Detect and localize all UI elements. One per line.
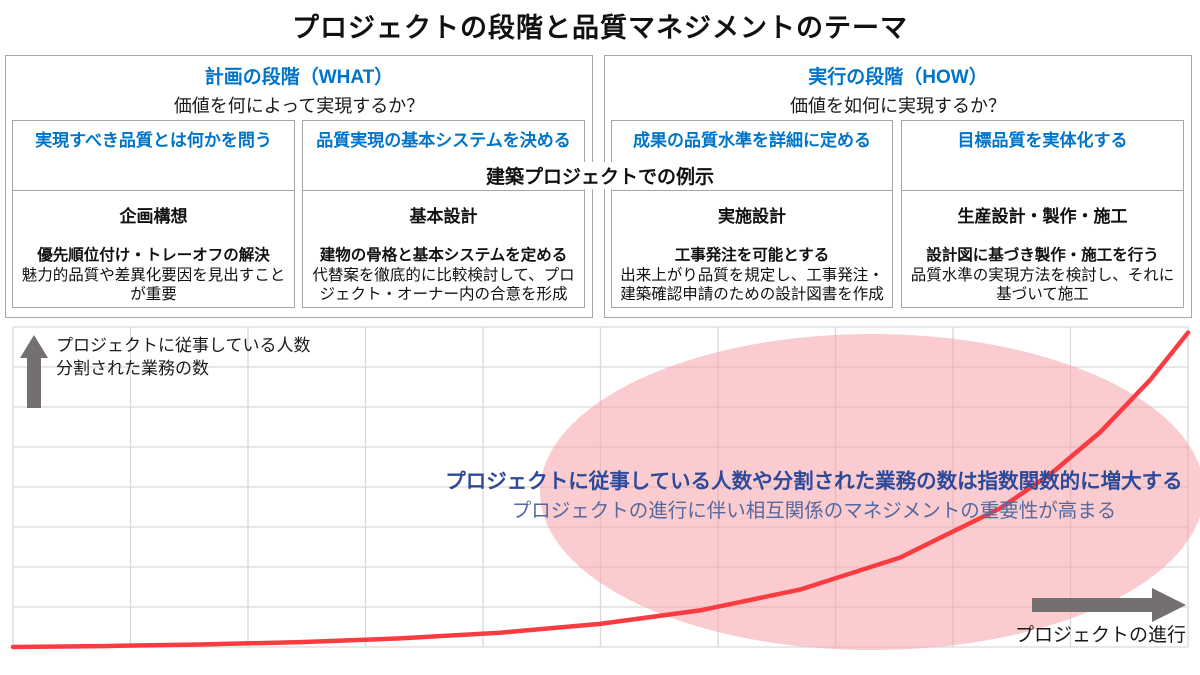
theme-3-title: 成果の品質水準を詳細に定める xyxy=(612,121,892,191)
example-label: 建築プロジェクトでの例示 xyxy=(475,162,725,189)
y-axis-label-line2: 分割された業務の数 xyxy=(56,359,209,378)
stage-box-plan: 計画の段階（WHAT） 価値を何によって実現するか？ xyxy=(5,55,593,318)
stage-execute-title: 実行の段階（HOW） xyxy=(808,67,988,88)
phase-point: 建物の骨格と基本システムを定める xyxy=(319,247,568,264)
stage-execute-question: 価値を如何に実現するか？ xyxy=(790,96,1006,116)
stage-plan-title: 計画の段階（WHAT） xyxy=(204,67,394,88)
theme-column-4: 目標品質を実体化する 生産設計・製作・施工 設計図に基づき製作・施工を行う 品質… xyxy=(901,120,1184,308)
phase-name: 実施設計 xyxy=(718,207,786,226)
emphasis-ellipse xyxy=(540,334,1200,650)
theme-4-body: 生産設計・製作・施工 設計図に基づき製作・施工を行う 品質水準の実現方法を検討し… xyxy=(902,191,1183,304)
phase-name: 生産設計・製作・施工 xyxy=(957,207,1128,226)
phase-desc: 品質水準の実現方法を検討し、それに基づいて施工 xyxy=(910,267,1175,303)
theme-2-body: 基本設計 建物の骨格と基本システムを定める 代替案を徹底的に比較検討して、プロジ… xyxy=(303,191,584,304)
theme-1-title: 実現すべき品質とは何かを問う xyxy=(13,121,294,191)
stage-plan-question: 価値を何によって実現するか？ xyxy=(173,96,425,116)
theme-column-2: 品質実現の基本システムを決める 基本設計 建物の骨格と基本システムを定める 代替… xyxy=(302,120,585,308)
phase-desc: 出来上がり品質を規定し、工事発注・建築確認申請のための設計図書を作成 xyxy=(620,267,884,303)
theme-1-body: 企画構想 優先順位付け・トレーオフの解決 魅力的品質や差異化要因を見出すことが重… xyxy=(13,191,294,304)
y-axis-label: プロジェクトに従事している人数 分割された業務の数 xyxy=(56,334,311,380)
theme-3-body: 実施設計 工事発注を可能とする 出来上がり品質を規定し、工事発注・建築確認申請の… xyxy=(612,191,892,304)
phase-point: 優先順位付け・トレーオフの解決 xyxy=(37,247,270,264)
theme-column-1: 実現すべき品質とは何かを問う 企画構想 優先順位付け・トレーオフの解決 魅力的品… xyxy=(12,120,295,308)
up-arrow-icon xyxy=(20,335,48,408)
stage-box-execute: 実行の段階（HOW） 価値を如何に実現するか？ xyxy=(604,55,1192,318)
y-axis-label-line1: プロジェクトに従事している人数 xyxy=(56,336,311,355)
x-axis-label: プロジェクトの進行 xyxy=(1014,625,1186,646)
phase-point: 設計図に基づき製作・施工を行う xyxy=(926,247,1159,264)
right-arrow-icon xyxy=(1032,588,1186,622)
phase-name: 企画構想 xyxy=(119,207,188,226)
chart-annotation-main: プロジェクトに従事している人数や分割された業務の数は指数関数的に増大する xyxy=(445,470,1183,493)
theme-column-3: 成果の品質水準を詳細に定める 実施設計 工事発注を可能とする 出来上がり品質を規… xyxy=(611,120,893,308)
chart-annotation-sub: プロジェクトの進行に伴い相互関係のマネジメントの重要性が高まる xyxy=(511,500,1117,522)
phase-desc: 魅力的品質や差異化要因を見出すことが重要 xyxy=(21,267,286,303)
phase-desc: 代替案を徹底的に比較検討して、プロジェクト・オーナー内の合意を形成 xyxy=(312,267,575,303)
phase-point: 工事発注を可能とする xyxy=(674,247,830,264)
exponential-curve xyxy=(10,330,1191,650)
phase-name: 基本設計 xyxy=(409,207,478,226)
theme-4-title: 目標品質を実体化する xyxy=(902,121,1183,191)
progress-chart xyxy=(10,326,1200,650)
page-title: プロジェクトの段階と品質マネジメントのテーマ xyxy=(292,13,908,43)
theme-2-title: 品質実現の基本システムを決める xyxy=(303,121,584,191)
